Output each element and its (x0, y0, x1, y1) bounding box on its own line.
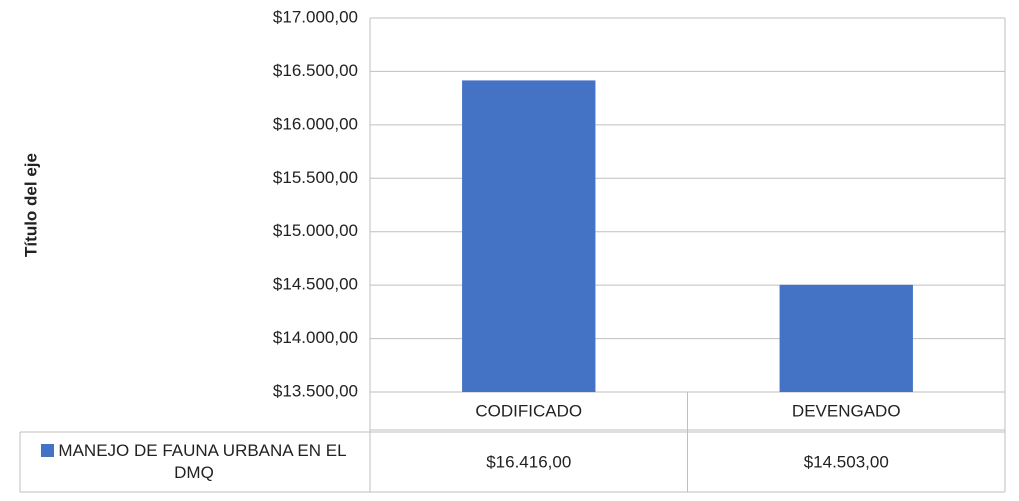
y-axis-label: Título del eje (21, 153, 40, 257)
y-tick-label: $14.500,00 (273, 275, 358, 294)
table-value: $14.503,00 (804, 452, 889, 471)
bar (779, 284, 913, 392)
y-tick-label: $16.500,00 (273, 61, 358, 80)
legend-entry: MANEJO DE FAUNA URBANA EN EL DMQ (20, 432, 368, 492)
y-tick-label: $15.000,00 (273, 221, 358, 240)
legend-text-wrap: MANEJO DE FAUNA URBANA EN EL DMQ (20, 440, 368, 484)
y-tick-label: $16.000,00 (273, 114, 358, 133)
x-tick-label: CODIFICADO (475, 401, 582, 420)
x-tick-label: DEVENGADO (792, 401, 901, 420)
legend-label: MANEJO DE FAUNA URBANA EN EL DMQ (58, 441, 347, 482)
y-tick-label: $15.500,00 (273, 168, 358, 187)
y-tick-label: $13.500,00 (273, 381, 358, 400)
legend-swatch (41, 444, 55, 457)
bar (462, 80, 596, 392)
y-tick-label: $17.000,00 (273, 7, 358, 26)
table-value: $16.416,00 (486, 452, 571, 471)
y-tick-label: $14.000,00 (273, 328, 358, 347)
